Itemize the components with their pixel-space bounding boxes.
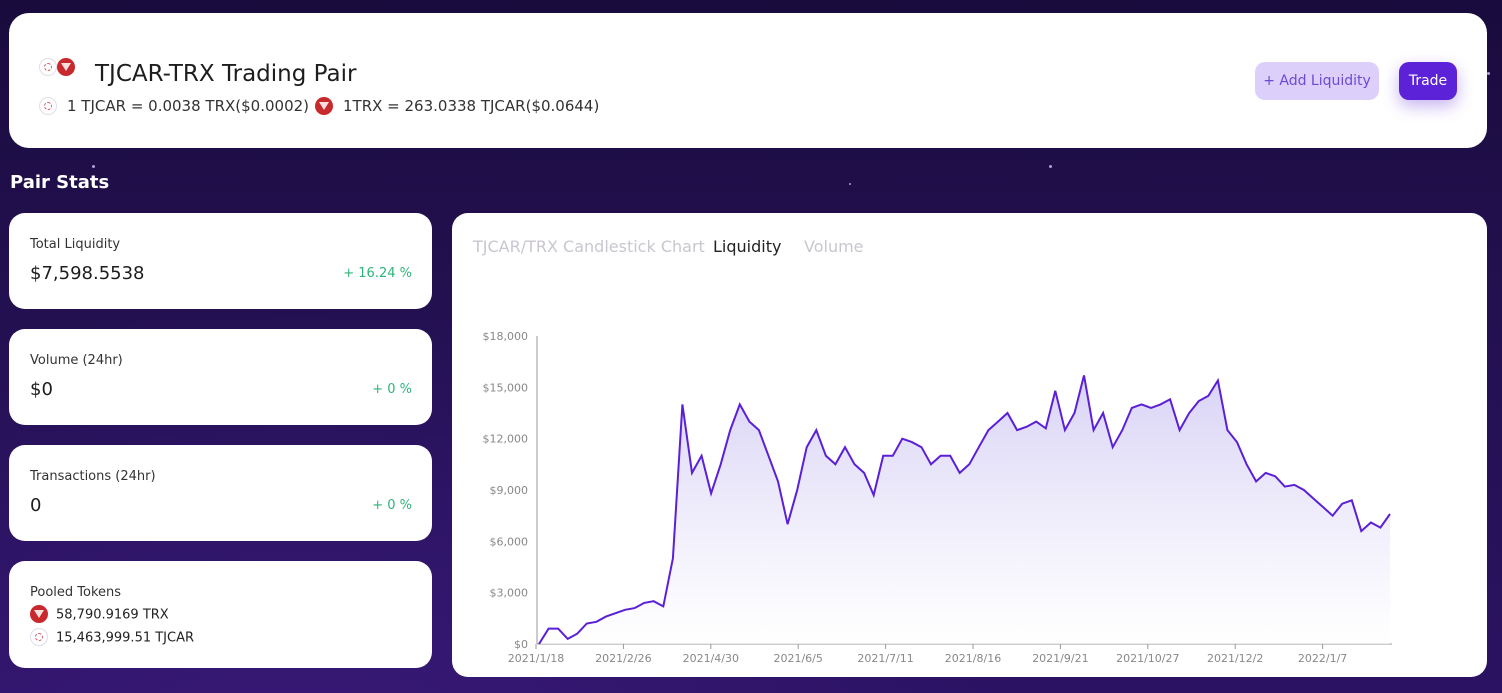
add-liquidity-button[interactable]: + Add Liquidity (1255, 62, 1379, 100)
stat-label: Volume (24hr) (30, 353, 123, 368)
y-tick-label: $3,000 (490, 587, 529, 600)
x-tick-label: 2021/8/16 (945, 652, 1001, 665)
background-star (1049, 165, 1052, 168)
tjcar-token-icon (39, 58, 57, 76)
stat-value: $0 (30, 379, 53, 400)
stat-value: 0 (30, 495, 42, 516)
stat-label: Pooled Tokens (30, 585, 122, 600)
y-tick-label: $0 (514, 638, 528, 651)
x-tick-label: 2021/7/11 (857, 652, 913, 665)
background-star (849, 183, 851, 185)
y-tick-label: $6,000 (490, 535, 529, 548)
background-star (92, 165, 95, 168)
trx-token-icon (30, 605, 48, 623)
volume-card: Volume (24hr) $0 + 0 % (9, 329, 432, 425)
background-star (1487, 72, 1490, 75)
tab-candlestick[interactable]: TJCAR/TRX Candlestick Chart (473, 237, 705, 256)
stat-label: Total Liquidity (30, 237, 121, 252)
trx-rate: 1TRX = 263.0338 TJCAR($0.0644) (343, 97, 600, 115)
stat-value: $7,598.5538 (30, 263, 145, 284)
transactions-card: Transactions (24hr) 0 + 0 % (9, 445, 432, 541)
pooled-trx-row: 58,790.9169 TRX (30, 605, 169, 624)
pooled-tokens-card: Pooled Tokens 58,790.9169 TRX 15,463,999… (9, 561, 432, 668)
trx-token-icon (57, 58, 75, 76)
trade-button[interactable]: Trade (1399, 62, 1457, 100)
trx-token-icon (315, 97, 333, 115)
stat-change: + 0 % (372, 382, 412, 397)
stat-change: + 0 % (372, 498, 412, 513)
pooled-tjcar-row: 15,463,999.51 TJCAR (30, 628, 195, 647)
liquidity-line (538, 375, 1391, 645)
tjcar-token-icon (39, 97, 57, 115)
page-title: TJCAR-TRX Trading Pair (95, 61, 357, 87)
x-tick-label: 2021/1/18 (508, 652, 564, 665)
x-tick-label: 2021/4/30 (683, 652, 739, 665)
y-tick-label: $18,000 (483, 330, 529, 343)
x-tick-label: 2021/10/27 (1116, 652, 1179, 665)
x-tick-label: 2021/2/26 (595, 652, 651, 665)
stat-change: + 16.24 % (343, 266, 412, 281)
x-tick-label: 2022/1/7 (1298, 652, 1347, 665)
pooled-trx-amount: 58,790.9169 TRX (56, 607, 169, 623)
chart-card: TJCAR/TRX Candlestick Chart Liquidity Vo… (452, 213, 1487, 677)
x-tick-label: 2021/9/21 (1032, 652, 1088, 665)
tjcar-token-icon (30, 628, 48, 646)
y-tick-label: $12,000 (483, 433, 529, 446)
x-tick-label: 2021/6/5 (773, 652, 822, 665)
pooled-tjcar-amount: 15,463,999.51 TJCAR (56, 630, 195, 646)
tab-liquidity[interactable]: Liquidity (713, 237, 782, 256)
pair-token-icons (39, 56, 83, 78)
y-tick-label: $9,000 (490, 484, 529, 497)
y-tick-label: $15,000 (483, 381, 529, 394)
tjcar-rate: 1 TJCAR = 0.0038 TRX($0.0002) (67, 97, 310, 115)
section-title: Pair Stats (10, 172, 110, 193)
pair-header-card: TJCAR-TRX Trading Pair 1 TJCAR = 0.0038 … (9, 13, 1487, 148)
x-tick-label: 2021/12/2 (1207, 652, 1263, 665)
liquidity-chart: $0 $3,000 $6,000 $9,000 $12,000 $15,000 $18,00… (483, 330, 1392, 665)
stat-label: Transactions (24hr) (30, 469, 156, 484)
liquidity-area (539, 375, 1390, 644)
total-liquidity-card: Total Liquidity $7,598.5538 + 16.24 % (9, 213, 432, 309)
tab-volume[interactable]: Volume (804, 237, 864, 256)
